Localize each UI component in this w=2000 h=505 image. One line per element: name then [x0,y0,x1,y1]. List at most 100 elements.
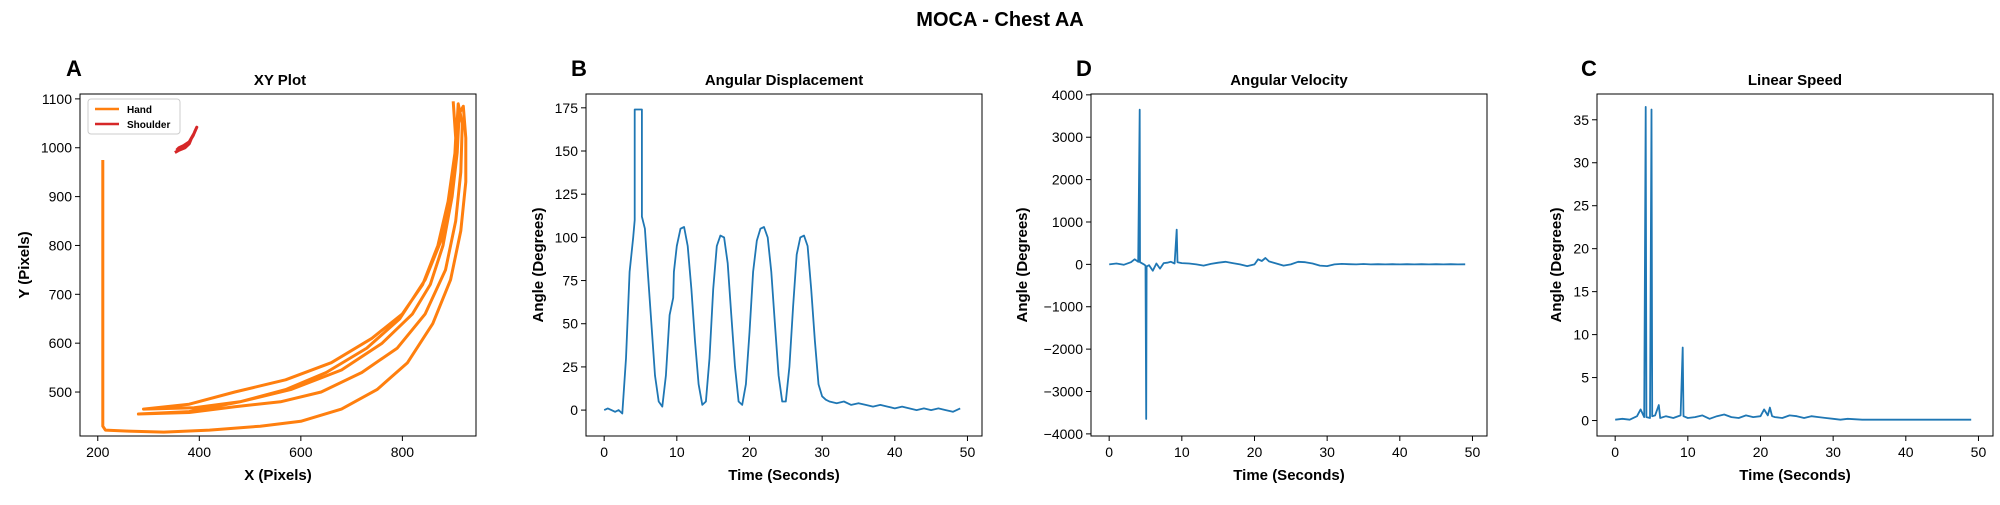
x-tick-label: 600 [289,444,313,460]
panel-title: Linear Speed [1748,72,1842,89]
x-tick-label: 50 [1971,444,1987,460]
y-tick-label: 30 [1573,155,1589,171]
y-tick-label: 800 [49,237,73,253]
y-axis-label: Angle (Degrees) [1548,207,1565,322]
y-axis-label: Y (Pixels) [16,231,33,298]
panel-letter: A [66,56,82,81]
x-axis-label: Time (Seconds) [1233,467,1344,484]
series-group [101,101,468,434]
panel-angular-displacement: B Angular Displacement Time (Seconds) An… [530,56,983,484]
x-tick-label: 0 [1105,444,1113,460]
y-tick-label: 50 [562,316,578,332]
y-tick-label: 0 [1075,256,1083,272]
y-tick-label: 2000 [1052,172,1083,188]
y-tick-label: 1000 [1052,214,1083,230]
panel-linear-speed: C Linear Speed Time (Seconds) Angle (Deg… [1548,56,1994,484]
legend-label-hand: Hand [127,105,152,116]
y-tick-label: 0 [570,402,578,418]
figure-title: MOCA - Chest AA [916,9,1083,31]
x-tick-label: 30 [1825,444,1841,460]
x-tick-label: 10 [669,444,685,460]
panel-letter: B [571,56,587,81]
x-axis-label: X (Pixels) [244,467,312,484]
x-tick-label: 400 [188,444,212,460]
y-tick-label: 10 [1573,327,1589,343]
y-tick-label: 20 [1573,241,1589,257]
x-tick-label: 20 [1247,444,1263,460]
series-line-shoulder [174,125,199,154]
x-tick-label: 10 [1680,444,1696,460]
y-tick-label: 500 [49,384,73,400]
series-line-hand [101,101,468,434]
series-line [1109,108,1466,420]
x-ticks: 200 400 600 800 [86,436,414,460]
panel-title: Angular Velocity [1230,72,1348,89]
x-tick-label: 800 [391,444,415,460]
panel-letter: C [1581,56,1597,81]
series-group [1615,106,1972,421]
series-line [1615,106,1972,421]
panel-angular-velocity: D Angular Velocity Time (Seconds) Angle … [1014,56,1488,484]
panel-title: Angular Displacement [705,72,863,89]
y-ticks: 500 600 700 800 900 1000 1100 [41,91,80,400]
y-tick-label: 1100 [42,91,72,107]
x-axis-label: Time (Seconds) [1739,467,1850,484]
y-tick-label: 125 [555,186,579,202]
y-tick-label: 700 [49,286,73,302]
y-tick-label: 35 [1573,112,1589,128]
x-tick-label: 200 [86,444,110,460]
y-tick-label: 150 [555,143,579,159]
y-tick-label: 4000 [1052,87,1083,103]
panel-title: XY Plot [254,72,306,89]
y-ticks: −4000 −3000 −2000 −1000 0 1000 2000 3000 4000 [1044,87,1091,442]
x-ticks: 0 10 20 30 40 50 [1105,436,1480,460]
y-tick-label: 175 [555,100,579,116]
y-tick-label: 15 [1573,284,1589,300]
y-axis-label: Angle (Degrees) [1014,207,1031,322]
plot-area [1596,93,1994,437]
x-tick-label: 20 [742,444,758,460]
plot-area [585,93,983,437]
y-tick-label: −3000 [1044,384,1084,400]
legend: Hand Shoulder [87,98,181,135]
y-tick-label: 25 [1573,198,1589,214]
y-ticks: 0 25 50 75 100 125 150 175 [555,100,586,418]
x-tick-label: 50 [1465,444,1481,460]
x-tick-label: 30 [1319,444,1335,460]
x-tick-label: 40 [1392,444,1408,460]
y-axis-label: Angle (Degrees) [530,207,547,322]
y-tick-label: 3000 [1052,129,1083,145]
x-tick-label: 30 [814,444,830,460]
y-tick-label: 5 [1581,370,1589,386]
y-tick-label: 75 [562,273,578,289]
x-tick-label: 0 [1611,444,1619,460]
plot-area [79,93,477,437]
y-tick-label: −1000 [1044,299,1084,315]
y-tick-label: 600 [49,335,73,351]
x-ticks: 0 10 20 30 40 50 [600,436,975,460]
y-tick-label: −4000 [1044,426,1084,442]
y-tick-label: 100 [555,229,579,245]
y-tick-label: 900 [49,189,73,205]
panel-letter: D [1076,56,1092,81]
x-tick-label: 20 [1753,444,1769,460]
x-ticks: 0 10 20 30 40 50 [1611,436,1986,460]
x-tick-label: 40 [1898,444,1914,460]
x-tick-label: 0 [600,444,608,460]
x-tick-label: 10 [1174,444,1190,460]
series-group [1109,108,1466,420]
x-axis-label: Time (Seconds) [728,467,839,484]
series-group [603,108,961,415]
y-tick-label: −2000 [1044,341,1084,357]
y-tick-label: 25 [562,359,578,375]
y-tick-label: 1000 [41,140,72,156]
y-tick-label: 0 [1581,413,1589,429]
x-tick-label: 50 [960,444,976,460]
plot-area [1090,93,1488,437]
legend-label-shoulder: Shoulder [127,120,170,131]
panel-xy-plot: A XY Plot X (Pixels) Y (Pixels) 200 400 60… [16,56,477,484]
y-ticks: 0 5 10 15 20 25 30 35 [1573,112,1597,429]
x-tick-label: 40 [887,444,903,460]
series-line [603,108,961,415]
